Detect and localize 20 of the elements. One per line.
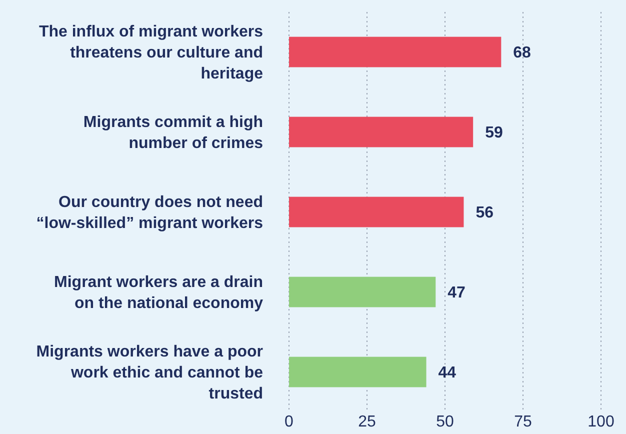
x-tick-label: 0: [284, 413, 294, 430]
bar: [289, 116, 474, 148]
bar: [289, 356, 426, 388]
y-tick-label: Migrant workers are a drain on the national economy: [54, 274, 264, 312]
bar: [289, 196, 464, 228]
x-tick-label: 25: [358, 413, 376, 430]
data-label: 68: [513, 44, 532, 62]
bar: [289, 36, 502, 68]
data-label: 59: [485, 124, 503, 142]
data-label: 47: [448, 284, 466, 302]
y-tick-label: Migrants commit a high number of crimes: [83, 114, 264, 152]
y-tick-label: The influx of migrant workers threatens our culture and heritage: [38, 24, 264, 83]
y-tick-label: Our country does not need “low-skilled” migrant workers: [36, 194, 264, 232]
x-tick-label: 75: [514, 413, 532, 430]
x-tick-label: 100: [588, 413, 614, 430]
bar: [289, 276, 436, 308]
y-tick-label: Migrants workers have a poor work ethic and cannot be trusted: [36, 344, 264, 403]
data-label: 44: [438, 364, 456, 382]
x-tick-label: 50: [436, 413, 454, 430]
data-label: 56: [476, 204, 494, 222]
